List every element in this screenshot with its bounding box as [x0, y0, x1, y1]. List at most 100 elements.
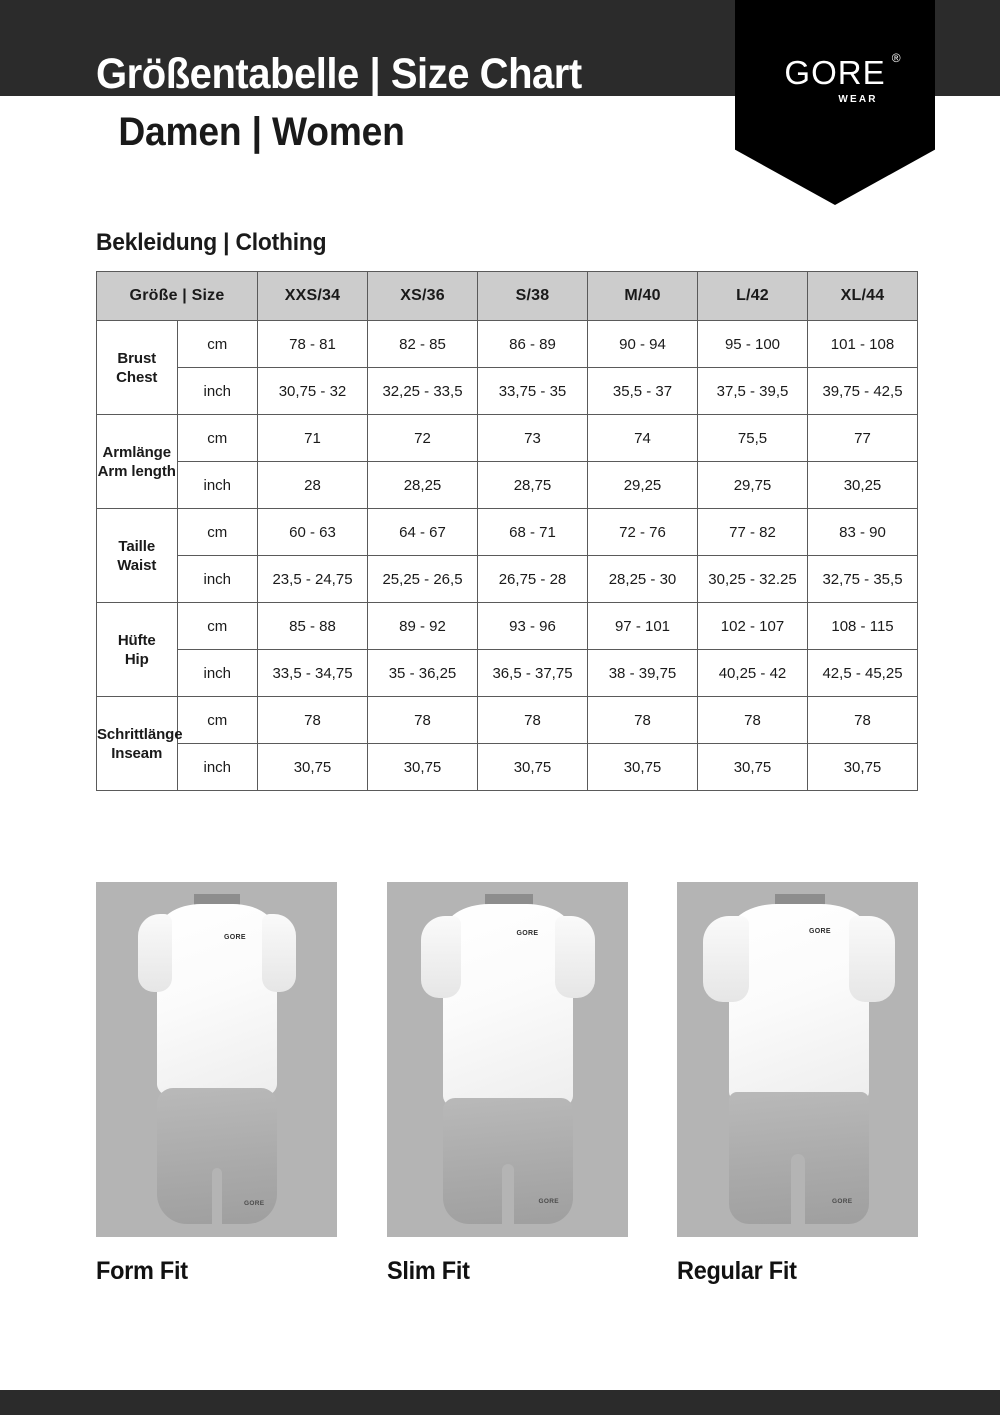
row-label-en: Arm length: [97, 462, 176, 480]
cell-chest-inch-3: 35,5 - 37: [587, 367, 698, 415]
cell-hip-inch-3: 38 - 39,75: [587, 649, 698, 697]
footer-bar: [0, 1390, 1000, 1415]
fit-caption-slim-fit: Slim Fit: [386, 1257, 470, 1285]
row-label-inseam: Schrittlänge Inseam: [96, 696, 183, 791]
cell-chest-cm-3: 90 - 94: [587, 320, 698, 368]
garment-chest-logo: GORE: [809, 928, 831, 935]
row-label-de: Brust: [117, 349, 157, 367]
cell-chest-inch-4: 37,5 - 39,5: [697, 367, 808, 415]
sleeve-right-shape: [554, 916, 595, 998]
garment-chest-logo: GORE: [516, 930, 539, 937]
unit-cell-inch: inch: [176, 367, 258, 415]
cell-waist-cm-2: 68 - 71: [477, 508, 588, 556]
cell-waist-cm-1: 64 - 67: [367, 508, 478, 556]
cell-chest-cm-1: 82 - 85: [367, 320, 478, 368]
row-label-waist: Taille Waist: [96, 508, 178, 603]
header-cell-size-0: XXS/34: [257, 271, 368, 321]
page-title-block: Größentabelle | Size Chart Damen | Women: [96, 48, 736, 158]
row-label-en: Chest: [116, 368, 158, 386]
cell-arm-cm-1: 72: [367, 414, 478, 462]
cell-chest-inch-2: 33,75 - 35: [477, 367, 588, 415]
unit-cell-inch: inch: [176, 461, 258, 509]
cell-hip-cm-5: 108 - 115: [807, 602, 918, 650]
sleeve-left-shape: [138, 914, 172, 992]
cell-hip-inch-1: 35 - 36,25: [367, 649, 478, 697]
cell-hip-cm-0: 85 - 88: [257, 602, 368, 650]
cell-hip-inch-5: 42,5 - 45,25: [807, 649, 918, 697]
table-row: inch 30,75 - 32 32,25 - 33,5 33,75 - 35 …: [97, 367, 918, 415]
leg-split-shape: [791, 1154, 805, 1228]
cell-chest-cm-0: 78 - 81: [257, 320, 368, 368]
table-row: Schrittlänge Inseam cm 78 78 78 78 78 78: [96, 696, 918, 791]
cell-hip-cm-1: 89 - 92: [367, 602, 478, 650]
cell-inseam-inch-2: 30,75: [477, 743, 588, 791]
cell-inseam-inch-4: 30,75: [697, 743, 808, 791]
fit-gallery: GORE GORE Form Fit GORE GORE Slim Fit: [96, 882, 918, 1286]
fit-image-form-fit: GORE GORE: [96, 882, 337, 1237]
cell-chest-inch-1: 32,25 - 33,5: [367, 367, 478, 415]
cell-hip-inch-0: 33,5 - 34,75: [257, 649, 368, 697]
header-cell-size-2: S/38: [477, 271, 588, 321]
sleeve-left-shape: [420, 916, 461, 998]
cell-waist-cm-3: 72 - 76: [587, 508, 698, 556]
cell-arm-inch-1: 28,25: [367, 461, 478, 509]
table-row: Taille Waist cm 60 - 63 64 - 67 68 - 71 …: [96, 508, 918, 603]
cell-waist-cm-5: 83 - 90: [807, 508, 918, 556]
cell-arm-inch-2: 28,75: [477, 461, 588, 509]
cell-arm-inch-3: 29,25: [587, 461, 698, 509]
cell-hip-inch-4: 40,25 - 42: [697, 649, 808, 697]
size-chart-table: Größe | Size XXS/34 XS/36 S/38 M/40 L/42…: [96, 271, 918, 791]
fit-image-slim-fit: GORE GORE: [386, 882, 628, 1237]
unit-cell-inch: inch: [176, 649, 258, 697]
mannequin-slim-fit: GORE GORE: [387, 882, 628, 1237]
table-row: inch 30,75 30,75 30,75 30,75 30,75 30,75: [97, 743, 918, 791]
garment-hem-logo: GORE: [244, 1200, 265, 1207]
cell-chest-inch-5: 39,75 - 42,5: [807, 367, 918, 415]
cell-inseam-cm-2: 78: [477, 696, 588, 744]
table-header-row: Größe | Size XXS/34 XS/36 S/38 M/40 L/42…: [96, 271, 918, 321]
cell-inseam-inch-5: 30,75: [807, 743, 918, 791]
cell-waist-cm-4: 77 - 82: [697, 508, 808, 556]
cell-arm-cm-4: 75,5: [697, 414, 808, 462]
row-label-chest: Brust Chest: [96, 320, 178, 415]
size-chart-table-wrapper: Größe | Size XXS/34 XS/36 S/38 M/40 L/42…: [96, 271, 918, 791]
fit-card-slim-fit: GORE GORE Slim Fit: [386, 882, 628, 1286]
logo-inner: GORE ® WEAR: [735, 52, 935, 106]
cell-inseam-cm-4: 78: [697, 696, 808, 744]
table-row: inch 28 28,25 28,75 29,25 29,75 30,25: [97, 461, 918, 509]
cell-arm-cm-5: 77: [807, 414, 918, 462]
mannequin-form-fit: GORE GORE: [96, 882, 337, 1237]
row-label-de: Taille: [118, 537, 156, 555]
cell-inseam-inch-1: 30,75: [367, 743, 478, 791]
unit-cell-cm: cm: [176, 414, 258, 462]
row-label-hip: Hüfte Hip: [96, 602, 178, 697]
fit-card-form-fit: GORE GORE Form Fit: [96, 882, 337, 1286]
unit-cell-inch: inch: [176, 743, 258, 791]
header-cell-size-1: XS/36: [367, 271, 478, 321]
brand-wordmark: GORE ®: [784, 52, 900, 91]
cell-hip-inch-2: 36,5 - 37,75: [477, 649, 588, 697]
cell-arm-inch-0: 28: [257, 461, 368, 509]
unit-cell-cm: cm: [176, 508, 258, 556]
table-row: inch 33,5 - 34,75 35 - 36,25 36,5 - 37,7…: [97, 649, 918, 697]
page-title: Größentabelle | Size Chart: [96, 50, 582, 98]
garment-chest-logo: GORE: [224, 934, 246, 941]
table-row: inch 23,5 - 24,75 25,25 - 26,5 26,75 - 2…: [97, 555, 918, 603]
cell-inseam-inch-3: 30,75: [587, 743, 698, 791]
cell-arm-cm-2: 73: [477, 414, 588, 462]
cell-chest-cm-2: 86 - 89: [477, 320, 588, 368]
row-label-de: Armlänge: [102, 443, 171, 461]
cell-arm-cm-3: 74: [587, 414, 698, 462]
cell-inseam-cm-5: 78: [807, 696, 918, 744]
gore-wear-logo-banner: GORE ® WEAR: [735, 0, 935, 205]
brand-name-text: GORE: [784, 54, 886, 91]
cell-arm-cm-0: 71: [257, 414, 368, 462]
header-cell-size-4: L/42: [697, 271, 808, 321]
cell-arm-inch-5: 30,25: [807, 461, 918, 509]
sleeve-right-shape: [849, 916, 895, 1002]
cell-inseam-cm-3: 78: [587, 696, 698, 744]
header-cell-size-label: Größe | Size: [96, 271, 258, 321]
row-label-en: Inseam: [111, 744, 163, 762]
registered-trademark-icon: ®: [891, 51, 902, 65]
unit-cell-cm: cm: [176, 320, 258, 368]
